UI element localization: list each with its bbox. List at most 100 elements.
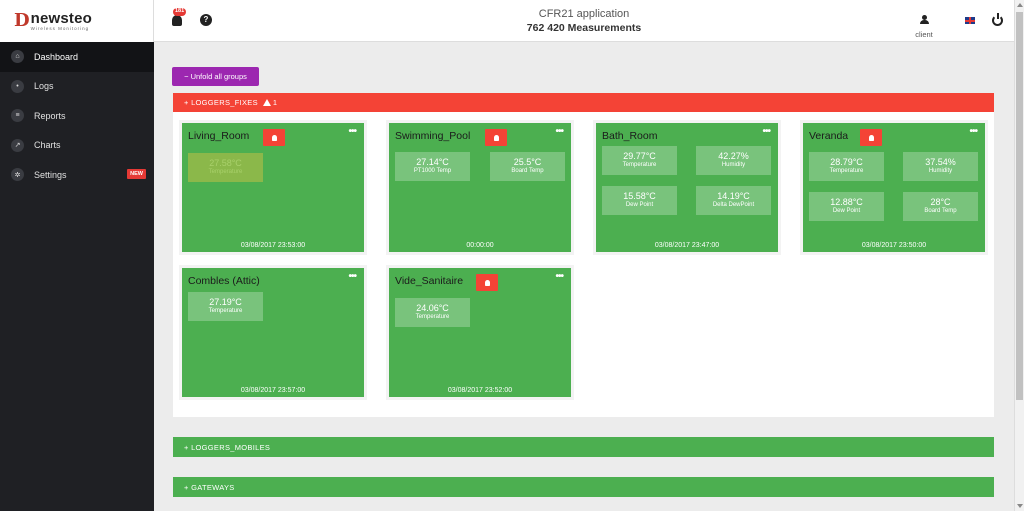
sidebar-item-settings[interactable]: ✲ Settings NEW <box>0 160 154 190</box>
tile-value: 14.19°C <box>717 191 750 201</box>
power-icon[interactable] <box>992 13 1003 26</box>
card-timestamp: 03/08/2017 23:57:00 <box>240 387 306 394</box>
card-title: Combles (Attic) <box>188 275 260 287</box>
card-menu-icon[interactable]: ••• <box>555 126 563 137</box>
sidebar-item-reports[interactable]: ≡ Reports <box>0 101 154 131</box>
app-title: CFR21 application <box>538 8 630 20</box>
logger-card-combles-attic[interactable]: Combles (Attic) ••• 27.19°C Temperature … <box>182 268 364 397</box>
tile-label: PT1000 Temp <box>413 168 452 174</box>
alarm-button[interactable] <box>263 129 285 146</box>
sidebar-item-logs[interactable]: • Logs <box>0 72 154 102</box>
group-panel-loggers-fixes: Living_Room ••• 27.58°C Temperature 03/0… <box>173 112 994 417</box>
measurement-tile: 42.27% Humidity <box>696 146 771 175</box>
sidebar-item-label: Reports <box>34 110 66 121</box>
logo-tagline: Wireless Monitoring <box>30 25 90 31</box>
tile-value: 42.27% <box>718 151 749 161</box>
sidebar-item-label: Settings <box>34 169 67 180</box>
tile-label: Humidity <box>721 162 746 168</box>
logo-name: newsteo <box>30 9 93 27</box>
sidebar-item-label: Dashboard <box>34 51 79 62</box>
tile-value: 27.58°C <box>209 158 242 168</box>
bell-icon <box>172 15 182 26</box>
uk-flag-icon[interactable] <box>965 17 975 24</box>
unfold-all-groups-button[interactable]: − Unfold all groups <box>172 67 259 86</box>
gear-icon: ✲ <box>11 168 24 182</box>
user-menu[interactable]: client <box>912 15 936 39</box>
measurement-tile: 14.19°C Delta DewPoint <box>696 186 771 215</box>
sidebar-item-dashboard[interactable]: ⌂ Dashboard <box>0 42 154 72</box>
card-title: Bath_Room <box>602 130 658 142</box>
measurement-tile: 15.58°C Dew Point <box>602 186 677 215</box>
sidebar-item-charts[interactable]: ↗ Charts <box>0 131 154 161</box>
new-badge: NEW <box>127 169 146 179</box>
user-label: client <box>915 30 933 39</box>
logger-card-vide-sanitaire[interactable]: Vide_Sanitaire ••• 24.06°C Temperature 0… <box>389 268 571 397</box>
tile-label: Temperature <box>829 168 864 174</box>
tile-label: Temperature <box>415 314 450 320</box>
group-label: + LOGGERS_FIXES <box>184 98 258 107</box>
measurement-tile: 25.5°C Board Temp <box>490 152 565 181</box>
card-menu-icon[interactable]: ••• <box>348 126 356 137</box>
card-title: Living_Room <box>188 130 250 142</box>
warning-icon <box>262 99 271 106</box>
logo[interactable]: D newsteo Wireless Monitoring <box>0 0 154 42</box>
user-icon <box>919 15 929 24</box>
alarm-button[interactable] <box>485 129 507 146</box>
group-header-loggers-fixes[interactable]: + LOGGERS_FIXES 1 <box>173 93 994 112</box>
tile-label: Humidity <box>928 168 953 174</box>
measurement-tile: 29.77°C Temperature <box>602 146 677 175</box>
tile-label: Temperature <box>622 162 657 168</box>
measurement-tile: 27.19°C Temperature <box>188 292 263 321</box>
measurement-tile: 28°C Board Temp <box>903 192 978 221</box>
home-icon: ⌂ <box>11 50 24 64</box>
alarm-button[interactable] <box>860 129 882 146</box>
card-timestamp: 03/08/2017 23:52:00 <box>447 387 513 394</box>
scroll-up-icon[interactable] <box>1017 3 1023 7</box>
notification-count-badge: 181 <box>173 8 187 16</box>
sidebar: D newsteo Wireless Monitoring ⌂ Dashboar… <box>0 0 154 511</box>
warning-count: 1 <box>272 98 278 107</box>
scroll-down-icon[interactable] <box>1017 504 1023 508</box>
card-menu-icon[interactable]: ••• <box>555 271 563 282</box>
card-timestamp: 00:00:00 <box>466 242 494 249</box>
logger-card-veranda[interactable]: Veranda ••• 28.79°C Temperature 37.54% H… <box>803 123 985 252</box>
logger-card-bath-room[interactable]: Bath_Room ••• 29.77°C Temperature 42.27%… <box>596 123 778 252</box>
alarm-button[interactable] <box>476 274 498 291</box>
card-menu-icon[interactable]: ••• <box>348 271 356 282</box>
tile-value: 27.19°C <box>209 297 242 307</box>
tile-value: 25.5°C <box>513 157 542 167</box>
scroll-thumb[interactable] <box>1016 12 1023 400</box>
logger-card-swimming-pool[interactable]: Swimming_Pool ••• 27.14°C PT1000 Temp 25… <box>389 123 571 252</box>
group-header-gateways[interactable]: + GATEWAYS <box>173 477 994 497</box>
tile-label: Dew Point <box>625 202 654 208</box>
chart-line-icon: ↗ <box>11 138 24 152</box>
tile-label: Delta DewPoint <box>712 202 755 208</box>
logger-card-living-room[interactable]: Living_Room ••• 27.58°C Temperature 03/0… <box>182 123 364 252</box>
scrollbar[interactable] <box>1014 0 1024 511</box>
measurement-tile: 27.14°C PT1000 Temp <box>395 152 470 181</box>
sidebar-item-label: Charts <box>34 140 61 151</box>
tile-value: 29.77°C <box>623 151 656 161</box>
tile-value: 27.14°C <box>416 157 449 167</box>
measurement-tile: 27.58°C Temperature <box>188 153 263 182</box>
help-icon[interactable]: ? <box>200 14 212 26</box>
tile-value: 12.88°C <box>830 197 863 207</box>
measurement-tile: 37.54% Humidity <box>903 152 978 181</box>
group-label: + LOGGERS_MOBILES <box>184 442 271 452</box>
card-menu-icon[interactable]: ••• <box>969 126 977 137</box>
card-title: Veranda <box>809 130 849 142</box>
notifications-button[interactable]: 181 <box>172 8 187 27</box>
header: 181 ? CFR21 application 762 420 Measurem… <box>154 0 1014 42</box>
tile-value: 37.54% <box>925 157 956 167</box>
tile-value: 24.06°C <box>416 303 449 313</box>
bell-icon <box>868 134 874 141</box>
bell-icon <box>493 134 499 141</box>
group-label: + GATEWAYS <box>184 482 235 492</box>
card-title: Swimming_Pool <box>395 130 471 142</box>
tile-label: Temperature <box>208 308 243 314</box>
group-header-loggers-mobiles[interactable]: + LOGGERS_MOBILES <box>173 437 994 457</box>
card-timestamp: 03/08/2017 23:50:00 <box>861 242 927 249</box>
bell-icon <box>484 279 490 286</box>
card-menu-icon[interactable]: ••• <box>762 126 770 137</box>
tile-label: Temperature <box>208 169 243 175</box>
